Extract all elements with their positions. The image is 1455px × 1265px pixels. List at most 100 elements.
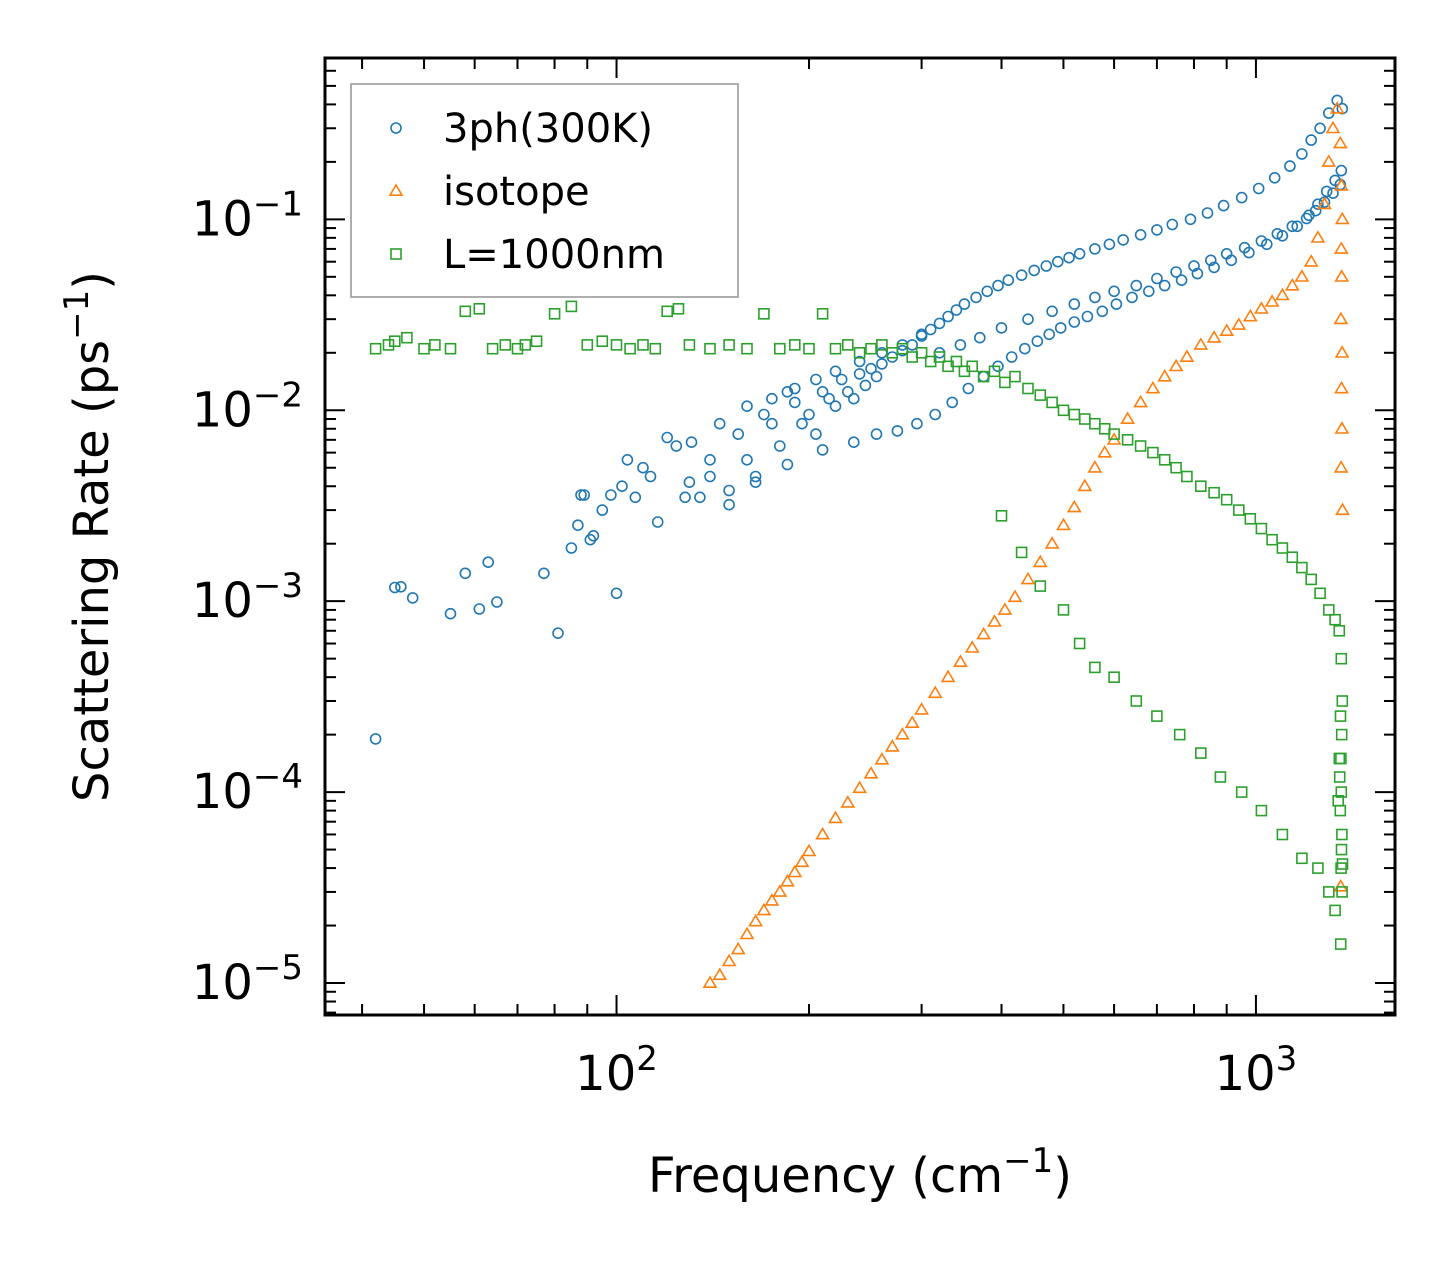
data-point xyxy=(721,953,737,967)
data-point xyxy=(1219,323,1235,337)
data-point xyxy=(1335,164,1348,177)
data-point xyxy=(841,385,854,398)
data-point xyxy=(865,342,877,355)
data-point xyxy=(702,975,718,989)
data-point xyxy=(801,843,817,857)
data-point xyxy=(511,342,524,355)
data-point xyxy=(788,396,801,409)
data-point xyxy=(794,854,810,868)
data-point xyxy=(970,291,982,304)
data-point xyxy=(876,339,888,351)
data-point xyxy=(1334,710,1347,722)
data-point xyxy=(1268,172,1281,184)
data-point xyxy=(418,342,430,355)
data-point xyxy=(444,607,457,620)
data-point xyxy=(444,342,457,355)
data-point xyxy=(772,884,788,897)
data-point xyxy=(933,351,946,363)
data-point xyxy=(1233,504,1245,516)
data-point xyxy=(911,417,923,430)
y-tick-label: 10−4 xyxy=(192,757,303,820)
legend-marker xyxy=(390,122,402,134)
data-point xyxy=(1332,135,1348,149)
data-point xyxy=(816,444,829,456)
data-point xyxy=(1046,396,1058,409)
data-point xyxy=(565,300,578,313)
data-point xyxy=(1193,337,1209,350)
data-point xyxy=(766,417,778,430)
data-point xyxy=(1117,234,1129,246)
data-point xyxy=(1291,220,1303,233)
data-point xyxy=(953,654,968,668)
data-point xyxy=(683,339,696,351)
data-point xyxy=(787,864,803,878)
data-point xyxy=(1002,274,1015,287)
data-point xyxy=(1121,433,1134,446)
data-point xyxy=(1327,187,1339,199)
data-point xyxy=(895,727,910,740)
data-point xyxy=(1296,148,1308,160)
data-point xyxy=(499,339,512,351)
data-point xyxy=(1201,207,1214,219)
data-point xyxy=(1031,335,1044,348)
legend-label: 3ph(300K) xyxy=(443,106,653,152)
data-point xyxy=(661,305,674,318)
data-point xyxy=(1333,771,1346,783)
data-point xyxy=(1314,122,1326,135)
data-point xyxy=(1087,460,1103,473)
data-point xyxy=(730,941,746,955)
data-point xyxy=(538,567,550,580)
data-point xyxy=(1134,440,1147,452)
data-point xyxy=(995,509,1008,522)
y-tick-label: 10−5 xyxy=(192,948,303,1011)
data-point xyxy=(1284,278,1300,291)
data-point xyxy=(1255,235,1268,247)
y-tick-label: 10−3 xyxy=(192,566,303,629)
data-point xyxy=(766,392,778,405)
data-point xyxy=(1151,272,1163,285)
data-point xyxy=(1231,317,1247,330)
data-point xyxy=(1317,196,1332,210)
data-point xyxy=(661,431,674,444)
data-point xyxy=(1255,522,1268,535)
data-point xyxy=(1305,573,1317,586)
data-point xyxy=(1333,879,1349,892)
data-point xyxy=(810,373,822,386)
data-point xyxy=(1073,637,1086,650)
data-point xyxy=(388,581,401,594)
data-point xyxy=(927,685,943,699)
data-point xyxy=(781,458,794,471)
data-point xyxy=(679,491,691,504)
data-point xyxy=(758,408,770,421)
data-point xyxy=(1057,604,1070,616)
data-point xyxy=(997,602,1013,615)
data-point xyxy=(1208,261,1220,274)
data-point xyxy=(621,453,634,466)
data-point xyxy=(473,603,486,615)
data-point xyxy=(1108,671,1120,684)
data-point xyxy=(988,365,1001,378)
data-point xyxy=(816,307,829,320)
data-point xyxy=(950,355,963,368)
x-tick-label: 103 xyxy=(1215,1039,1298,1102)
data-point xyxy=(847,392,860,405)
data-point xyxy=(1205,254,1217,267)
data-point xyxy=(1028,264,1040,277)
data-point xyxy=(610,587,623,600)
data-point xyxy=(1312,862,1324,874)
data-point xyxy=(1333,241,1349,254)
data-point xyxy=(1145,380,1161,394)
data-point xyxy=(1335,786,1348,798)
data-point xyxy=(395,580,407,593)
data-point xyxy=(670,440,683,452)
data-point xyxy=(1097,445,1113,458)
data-point xyxy=(1220,248,1233,260)
data-point xyxy=(1303,254,1319,267)
data-point xyxy=(482,556,495,569)
data-point xyxy=(741,453,753,466)
data-point xyxy=(1323,886,1335,898)
data-point xyxy=(1046,305,1058,318)
data-point xyxy=(712,967,728,981)
data-point xyxy=(1126,291,1138,304)
data-point xyxy=(896,342,909,355)
